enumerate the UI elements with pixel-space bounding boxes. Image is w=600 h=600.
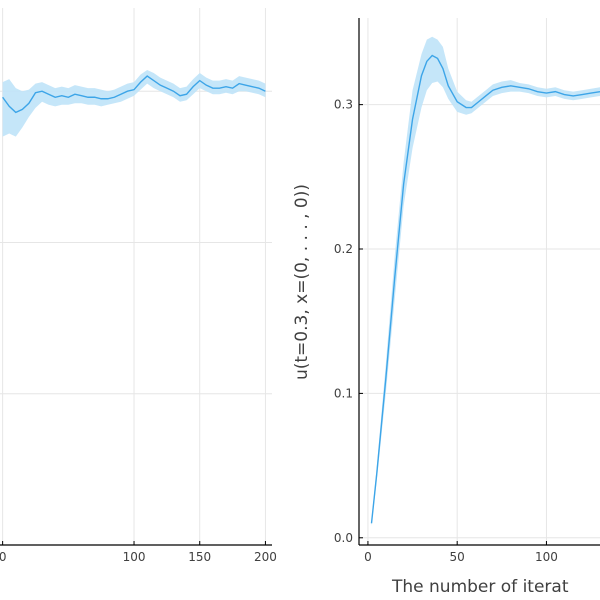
right-y-tick-label: 0.2 [334,242,353,256]
right-y-tick-label: 0.3 [334,98,353,112]
left-confidence-band [2,70,266,137]
right-x-tick-label: 100 [535,550,558,564]
right-y-tick-label: 0.1 [334,386,353,400]
right-x-axis-label: The number of iterat [391,577,569,597]
right-y-axis-label: u(t=0.3, x=(0, . . . , 0)) [292,184,312,380]
right-y-tick-label: 0.0 [334,531,353,545]
right-series-line [370,54,600,524]
right-confidence-band [371,36,600,527]
left-x-tick-label: 200 [254,550,277,564]
right-plot-panel: 0 50 100 0.0 0.1 0.2 0.3 [334,18,600,564]
right-x-tick-label: 0 [364,550,372,564]
left-x-tick-label: 0 [0,550,6,564]
left-x-tick-label: 150 [188,550,211,564]
left-series-line [2,75,266,114]
right-x-tick-label: 50 [450,550,465,564]
left-plot-panel: 0 100 150 200 [0,8,277,564]
left-x-tick-label: 100 [123,550,146,564]
